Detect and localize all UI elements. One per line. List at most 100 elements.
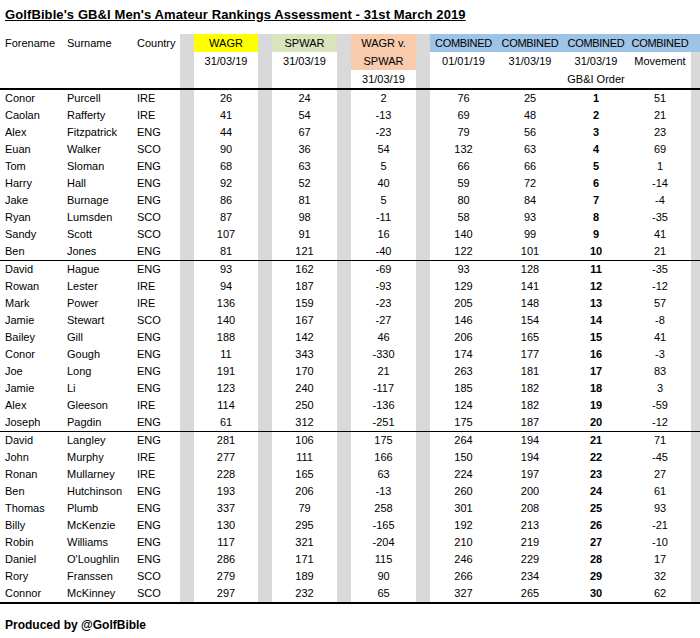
cell-spwar: 54	[272, 107, 337, 124]
empty-cell	[272, 70, 337, 89]
cell-combined_0101: 266	[430, 568, 497, 585]
cell-combined_0101: 206	[430, 329, 497, 346]
header-row-1: Forename Surname Country WAGR SPWAR WAGR…	[0, 34, 700, 52]
cell-wagr: 107	[194, 226, 258, 243]
empty-cell	[132, 70, 180, 89]
cell-spwar: 81	[272, 192, 337, 209]
column-separator	[691, 34, 700, 52]
column-separator	[258, 568, 272, 585]
column-separator	[337, 261, 351, 279]
cell-gbi_order: 7	[563, 192, 629, 209]
column-separator	[258, 517, 272, 534]
cell-combined_3103: 99	[497, 226, 563, 243]
wagr-v-spwar-label-2: SPWAR	[351, 52, 416, 70]
cell-wagr: 279	[194, 568, 258, 585]
table-row: TomSlomanENG68635666651	[0, 158, 700, 175]
cell-gbi_order: 28	[563, 551, 629, 568]
cell-wagr_v_spwar: -69	[351, 261, 416, 279]
cell-movement: 27	[629, 466, 691, 483]
column-separator	[416, 329, 430, 346]
cell-country: ENG	[132, 124, 180, 141]
cell-movement: -12	[629, 278, 691, 295]
column-separator	[416, 534, 430, 551]
column-separator	[180, 141, 194, 158]
cell-surname: Power	[62, 295, 132, 312]
cell-combined_0101: 175	[430, 414, 497, 432]
cell-movement: -14	[629, 175, 691, 192]
cell-country: SCO	[132, 585, 180, 603]
page-title: GolfBible's GB&I Men's Amateur Rankings …	[0, 0, 700, 22]
column-separator	[180, 312, 194, 329]
column-separator	[337, 52, 351, 70]
cell-surname: Walker	[62, 141, 132, 158]
cell-spwar: 232	[272, 585, 337, 603]
cell-gbi_order: 4	[563, 141, 629, 158]
cell-surname: Murphy	[62, 449, 132, 466]
cell-wagr_v_spwar: 166	[351, 449, 416, 466]
cell-combined_3103: 265	[497, 585, 563, 603]
column-separator	[258, 124, 272, 141]
column-separator	[691, 329, 700, 346]
cell-wagr: 86	[194, 192, 258, 209]
table-row: EuanWalkerSCO90365413263469	[0, 141, 700, 158]
column-separator	[416, 226, 430, 243]
column-separator	[691, 70, 700, 89]
cell-wagr: 228	[194, 466, 258, 483]
cell-wagr_v_spwar: 258	[351, 500, 416, 517]
cell-surname: Pagdin	[62, 414, 132, 432]
cell-movement: 83	[629, 363, 691, 380]
cell-country: SCO	[132, 209, 180, 226]
cell-wagr_v_spwar: 2	[351, 89, 416, 107]
column-separator	[258, 397, 272, 414]
column-separator	[691, 500, 700, 517]
cell-wagr: 90	[194, 141, 258, 158]
col-header-surname: Surname	[62, 34, 132, 52]
cell-combined_3103: 208	[497, 500, 563, 517]
column-separator	[180, 534, 194, 551]
column-separator	[691, 175, 700, 192]
cell-combined_0101: 129	[430, 278, 497, 295]
cell-wagr: 92	[194, 175, 258, 192]
cell-wagr: 68	[194, 158, 258, 175]
column-separator	[691, 517, 700, 534]
column-separator	[416, 500, 430, 517]
column-separator	[337, 243, 351, 261]
cell-movement: -35	[629, 209, 691, 226]
column-separator	[337, 107, 351, 124]
cell-gbi_order: 10	[563, 243, 629, 261]
cell-forename: Thomas	[0, 500, 62, 517]
column-separator	[416, 107, 430, 124]
cell-country: ENG	[132, 517, 180, 534]
table-row: RoryFranssenSCO279189902662342932	[0, 568, 700, 585]
cell-forename: Tom	[0, 158, 62, 175]
cell-movement: 93	[629, 500, 691, 517]
column-separator	[337, 585, 351, 603]
column-separator	[337, 192, 351, 209]
cell-country: ENG	[132, 500, 180, 517]
cell-combined_0101: 246	[430, 551, 497, 568]
table-row: RyanLumsdenSCO8798-1158938-35	[0, 209, 700, 226]
column-separator	[258, 414, 272, 432]
credit-line: Produced by @GolfBible	[0, 604, 700, 632]
cell-spwar: 36	[272, 141, 337, 158]
combined-1-date: 01/01/19	[430, 52, 497, 70]
column-separator	[180, 380, 194, 397]
cell-gbi_order: 23	[563, 466, 629, 483]
cell-country: IRE	[132, 466, 180, 483]
cell-surname: Gill	[62, 329, 132, 346]
cell-combined_0101: 93	[430, 261, 497, 279]
column-separator	[180, 500, 194, 517]
cell-combined_0101: 140	[430, 226, 497, 243]
column-separator	[691, 295, 700, 312]
cell-combined_0101: 59	[430, 175, 497, 192]
table-row: RobinWilliamsENG117321-20421021927-10	[0, 534, 700, 551]
cell-spwar: 67	[272, 124, 337, 141]
cell-forename: Joe	[0, 363, 62, 380]
column-separator	[258, 89, 272, 107]
column-separator	[337, 449, 351, 466]
cell-forename: Jamie	[0, 380, 62, 397]
cell-wagr: 26	[194, 89, 258, 107]
col-header-combined-1: COMBINED	[430, 34, 497, 52]
cell-forename: Robin	[0, 534, 62, 551]
column-separator	[416, 568, 430, 585]
